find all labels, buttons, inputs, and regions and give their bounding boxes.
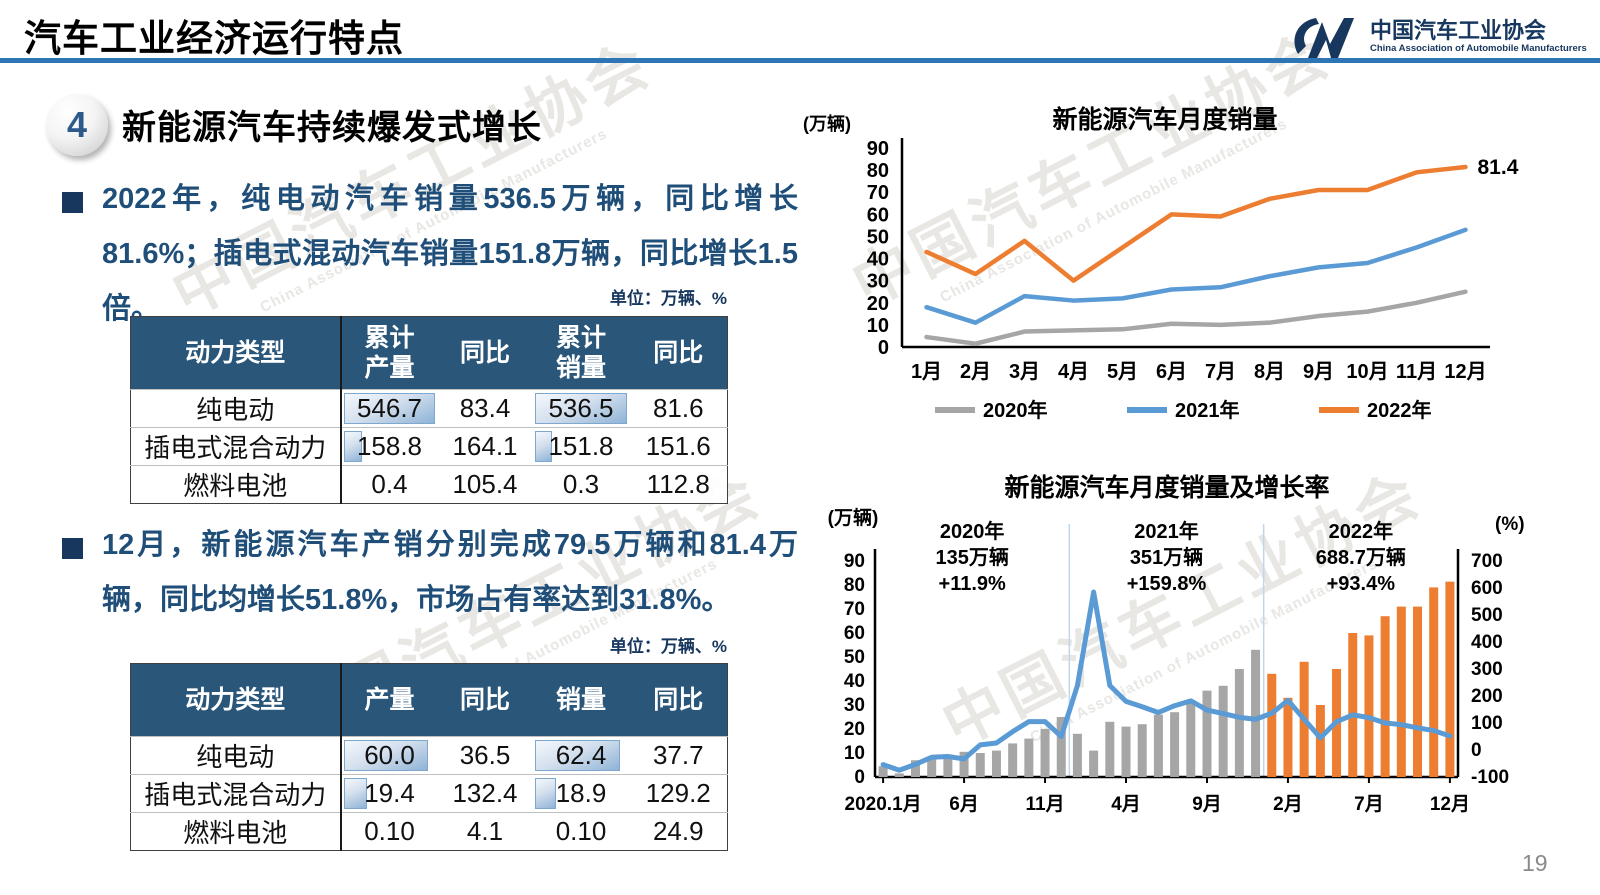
svg-text:11月: 11月 [1025, 794, 1064, 815]
svg-text:6月: 6月 [1156, 361, 1187, 383]
svg-text:+93.4%: +93.4% [1327, 573, 1396, 595]
december-table: 动力类型 产量 同比 销量 同比 纯电动 60.0 36.5 62.4 37.7… [130, 663, 728, 851]
svg-text:40: 40 [867, 249, 889, 271]
svg-text:10: 10 [844, 743, 865, 764]
section-heading: 新能源汽车持续爆发式增长 [122, 109, 542, 147]
svg-text:12月: 12月 [1444, 361, 1486, 383]
svg-text:12月: 12月 [1430, 794, 1470, 815]
svg-text:60: 60 [867, 204, 889, 226]
monthly-sales-growth-chart: 新能源汽车月度销量及增长率 (万辆) (%) 0 10 20 30 40 50 60 70 80 90 7… [828, 473, 1525, 815]
svg-text:3月: 3月 [1009, 361, 1040, 383]
svg-text:50: 50 [844, 647, 865, 668]
table-row: 插电式混合动力 19.4 132.4 18.9 129.2 [130, 774, 728, 813]
svg-text:0: 0 [854, 767, 865, 788]
caam-logo: 中国汽车工业协会 China Association of Automobile… [1286, 12, 1587, 62]
svg-text:1月: 1月 [911, 361, 942, 383]
svg-text:20: 20 [867, 293, 889, 315]
svg-text:90: 90 [844, 551, 865, 572]
table-row: 插电式混合动力 158.8 164.1 151.8 151.6 [130, 427, 728, 466]
svg-text:100: 100 [1471, 713, 1503, 734]
svg-text:30: 30 [844, 695, 865, 716]
svg-text:0: 0 [1471, 740, 1482, 761]
svg-text:2022年: 2022年 [1329, 519, 1394, 543]
svg-text:9月: 9月 [1303, 361, 1334, 383]
bullet-1-text: 2022年，纯电动汽车销量536.5万辆，同比增长81.6%；插电式混动汽车销量… [102, 183, 798, 325]
svg-text:9月: 9月 [1192, 794, 1222, 815]
unit-label-2: 单位：万辆、% [609, 637, 727, 656]
svg-text:70: 70 [844, 599, 865, 620]
svg-text:2月: 2月 [960, 361, 991, 383]
col-header: 动力类型 [185, 339, 286, 367]
svg-text:70: 70 [867, 182, 889, 204]
svg-text:4月: 4月 [1058, 361, 1089, 383]
table-header-row: 动力类型 累计 产量 同比 累计 销量 同比 [130, 316, 728, 390]
svg-text:700: 700 [1471, 551, 1503, 572]
page-title: 汽车工业经济运行特点 [24, 18, 404, 59]
caam-logo-icon [1294, 18, 1354, 58]
svg-text:20: 20 [844, 719, 865, 740]
section-number-badge: 4 [46, 94, 108, 156]
svg-text:600: 600 [1471, 578, 1503, 599]
unit-label-1: 单位：万辆、% [609, 289, 727, 308]
section-number: 4 [66, 104, 88, 145]
logo-org-name-cn: 中国汽车工业协会 [1370, 18, 1547, 43]
svg-text:50: 50 [867, 226, 889, 248]
svg-text:(%): (%) [1495, 514, 1525, 535]
svg-text:300: 300 [1471, 659, 1503, 680]
bullet-marker [62, 538, 83, 559]
svg-text:0: 0 [878, 337, 889, 359]
svg-text:135万辆: 135万辆 [935, 545, 1008, 569]
table-row: 燃料电池 0.10 4.1 0.10 24.9 [130, 812, 728, 851]
svg-text:(万辆): (万辆) [803, 113, 851, 134]
svg-text:2020年: 2020年 [983, 398, 1048, 422]
svg-text:(万辆): (万辆) [828, 506, 879, 529]
svg-text:2月: 2月 [1273, 794, 1303, 815]
svg-text:+159.8%: +159.8% [1127, 573, 1207, 595]
logo-org-name-en: China Association of Automobile Manufact… [1370, 43, 1587, 54]
svg-text:81.4: 81.4 [1478, 156, 1519, 179]
svg-text:10月: 10月 [1346, 361, 1388, 383]
svg-text:8月: 8月 [1254, 361, 1285, 383]
svg-text:90: 90 [867, 138, 889, 160]
svg-text:80: 80 [844, 575, 865, 596]
svg-text:-100: -100 [1471, 767, 1509, 788]
svg-text:2020.1月: 2020.1月 [845, 794, 922, 815]
svg-text:200: 200 [1471, 686, 1503, 707]
svg-text:400: 400 [1471, 632, 1503, 653]
svg-text:2020年: 2020年 [940, 519, 1005, 543]
svg-text:500: 500 [1471, 605, 1503, 626]
svg-text:80: 80 [867, 160, 889, 182]
svg-text:351万辆: 351万辆 [1130, 545, 1203, 569]
table-row: 燃料电池 0.4 105.4 0.3 112.8 [130, 465, 728, 504]
svg-text:4月: 4月 [1111, 794, 1141, 815]
svg-text:6月: 6月 [949, 794, 979, 815]
table-header-row: 动力类型 产量 同比 销量 同比 [130, 663, 728, 737]
svg-text:7月: 7月 [1354, 794, 1384, 815]
bullet-marker [62, 192, 83, 213]
bullet-2-text: 12月，新能源汽车产销分别完成79.5万辆和81.4万辆，同比均增长51.8%，… [102, 529, 798, 616]
svg-text:新能源汽车月度销量: 新能源汽车月度销量 [1052, 105, 1277, 134]
svg-text:新能源汽车月度销量及增长率: 新能源汽车月度销量及增长率 [1004, 473, 1329, 502]
svg-text:+11.9%: +11.9% [939, 573, 1007, 595]
svg-text:40: 40 [844, 671, 865, 692]
cumulative-table: 动力类型 累计 产量 同比 累计 销量 同比 纯电动 546.7 83.4 536.… [130, 316, 728, 504]
svg-text:2021年: 2021年 [1175, 398, 1240, 422]
svg-text:2021年: 2021年 [1134, 519, 1199, 543]
svg-text:7月: 7月 [1205, 361, 1236, 383]
svg-text:30: 30 [867, 271, 889, 293]
table-row: 纯电动 546.7 83.4 536.5 81.6 [130, 389, 728, 428]
svg-text:2022年: 2022年 [1367, 398, 1432, 422]
svg-text:11月: 11月 [1396, 361, 1437, 383]
svg-text:688.7万辆: 688.7万辆 [1316, 545, 1406, 569]
svg-text:10: 10 [867, 315, 889, 337]
title-underline [0, 58, 1600, 63]
svg-text:5月: 5月 [1107, 361, 1138, 383]
table-row: 纯电动 60.0 36.5 62.4 37.7 [130, 736, 728, 775]
svg-text:60: 60 [844, 623, 865, 644]
page-number: 19 [1522, 850, 1548, 876]
